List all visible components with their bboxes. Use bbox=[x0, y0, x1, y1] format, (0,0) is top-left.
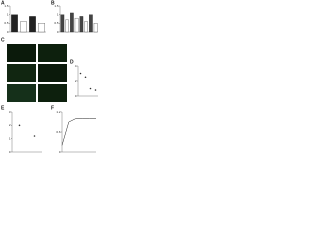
dot bbox=[33, 135, 36, 137]
y-tick-label: 1.5 bbox=[4, 4, 9, 8]
figure: A B C D E F 0 0.5 1 1.5 0 0.5 1 1.5 0 2 4 0 1 2 3 0 0.6 1… bbox=[1, 0, 98, 154]
line bbox=[61, 118, 96, 146]
y-tick-label: 0 bbox=[57, 30, 59, 34]
panel-label: B bbox=[51, 0, 55, 6]
dot bbox=[18, 124, 21, 127]
y-tick-label: 0.6 bbox=[56, 130, 61, 134]
dot bbox=[79, 72, 82, 75]
dot bbox=[84, 76, 87, 79]
panel-label: C bbox=[1, 37, 5, 43]
y-tick-label: 0.5 bbox=[54, 21, 59, 25]
bar bbox=[74, 17, 79, 33]
y-tick-label: 4 bbox=[75, 64, 77, 68]
y-tick-label: 2 bbox=[75, 79, 77, 83]
bar bbox=[65, 19, 69, 33]
y-tick-label: 0 bbox=[59, 150, 61, 154]
panel-label: A bbox=[1, 0, 5, 6]
bar bbox=[60, 14, 65, 33]
micrographs bbox=[7, 44, 67, 102]
y-tick-label: 3 bbox=[9, 110, 11, 114]
bar bbox=[29, 16, 36, 33]
bar bbox=[93, 23, 98, 33]
bar bbox=[89, 14, 93, 33]
bar bbox=[38, 23, 45, 33]
bar bbox=[84, 21, 88, 33]
y-tick-label: 2 bbox=[9, 123, 11, 127]
y-tick-label: 0 bbox=[9, 150, 11, 154]
panel-label: E bbox=[1, 105, 5, 111]
y-tick-label: 1 bbox=[7, 12, 9, 16]
bar bbox=[79, 16, 84, 33]
micrograph bbox=[38, 44, 67, 62]
y-tick-label: 1 bbox=[9, 136, 11, 140]
panel-label: D bbox=[70, 59, 74, 65]
dot bbox=[89, 87, 92, 90]
micrograph bbox=[7, 64, 36, 82]
micrograph bbox=[38, 64, 67, 82]
y-tick-label: 0 bbox=[7, 30, 9, 34]
bar bbox=[20, 21, 27, 33]
micrograph bbox=[7, 84, 36, 102]
dot bbox=[94, 89, 97, 91]
y-tick-label: 1 bbox=[57, 12, 59, 16]
micrograph bbox=[7, 44, 36, 62]
panel-label: F bbox=[51, 105, 54, 111]
y-tick-label: 0.5 bbox=[4, 21, 9, 25]
micrograph bbox=[38, 84, 67, 102]
y-tick-label: 1.2 bbox=[56, 110, 61, 114]
y-tick-label: 1.5 bbox=[54, 4, 59, 8]
bar bbox=[70, 12, 74, 33]
bar bbox=[11, 14, 18, 33]
y-tick-label: 0 bbox=[75, 94, 77, 98]
